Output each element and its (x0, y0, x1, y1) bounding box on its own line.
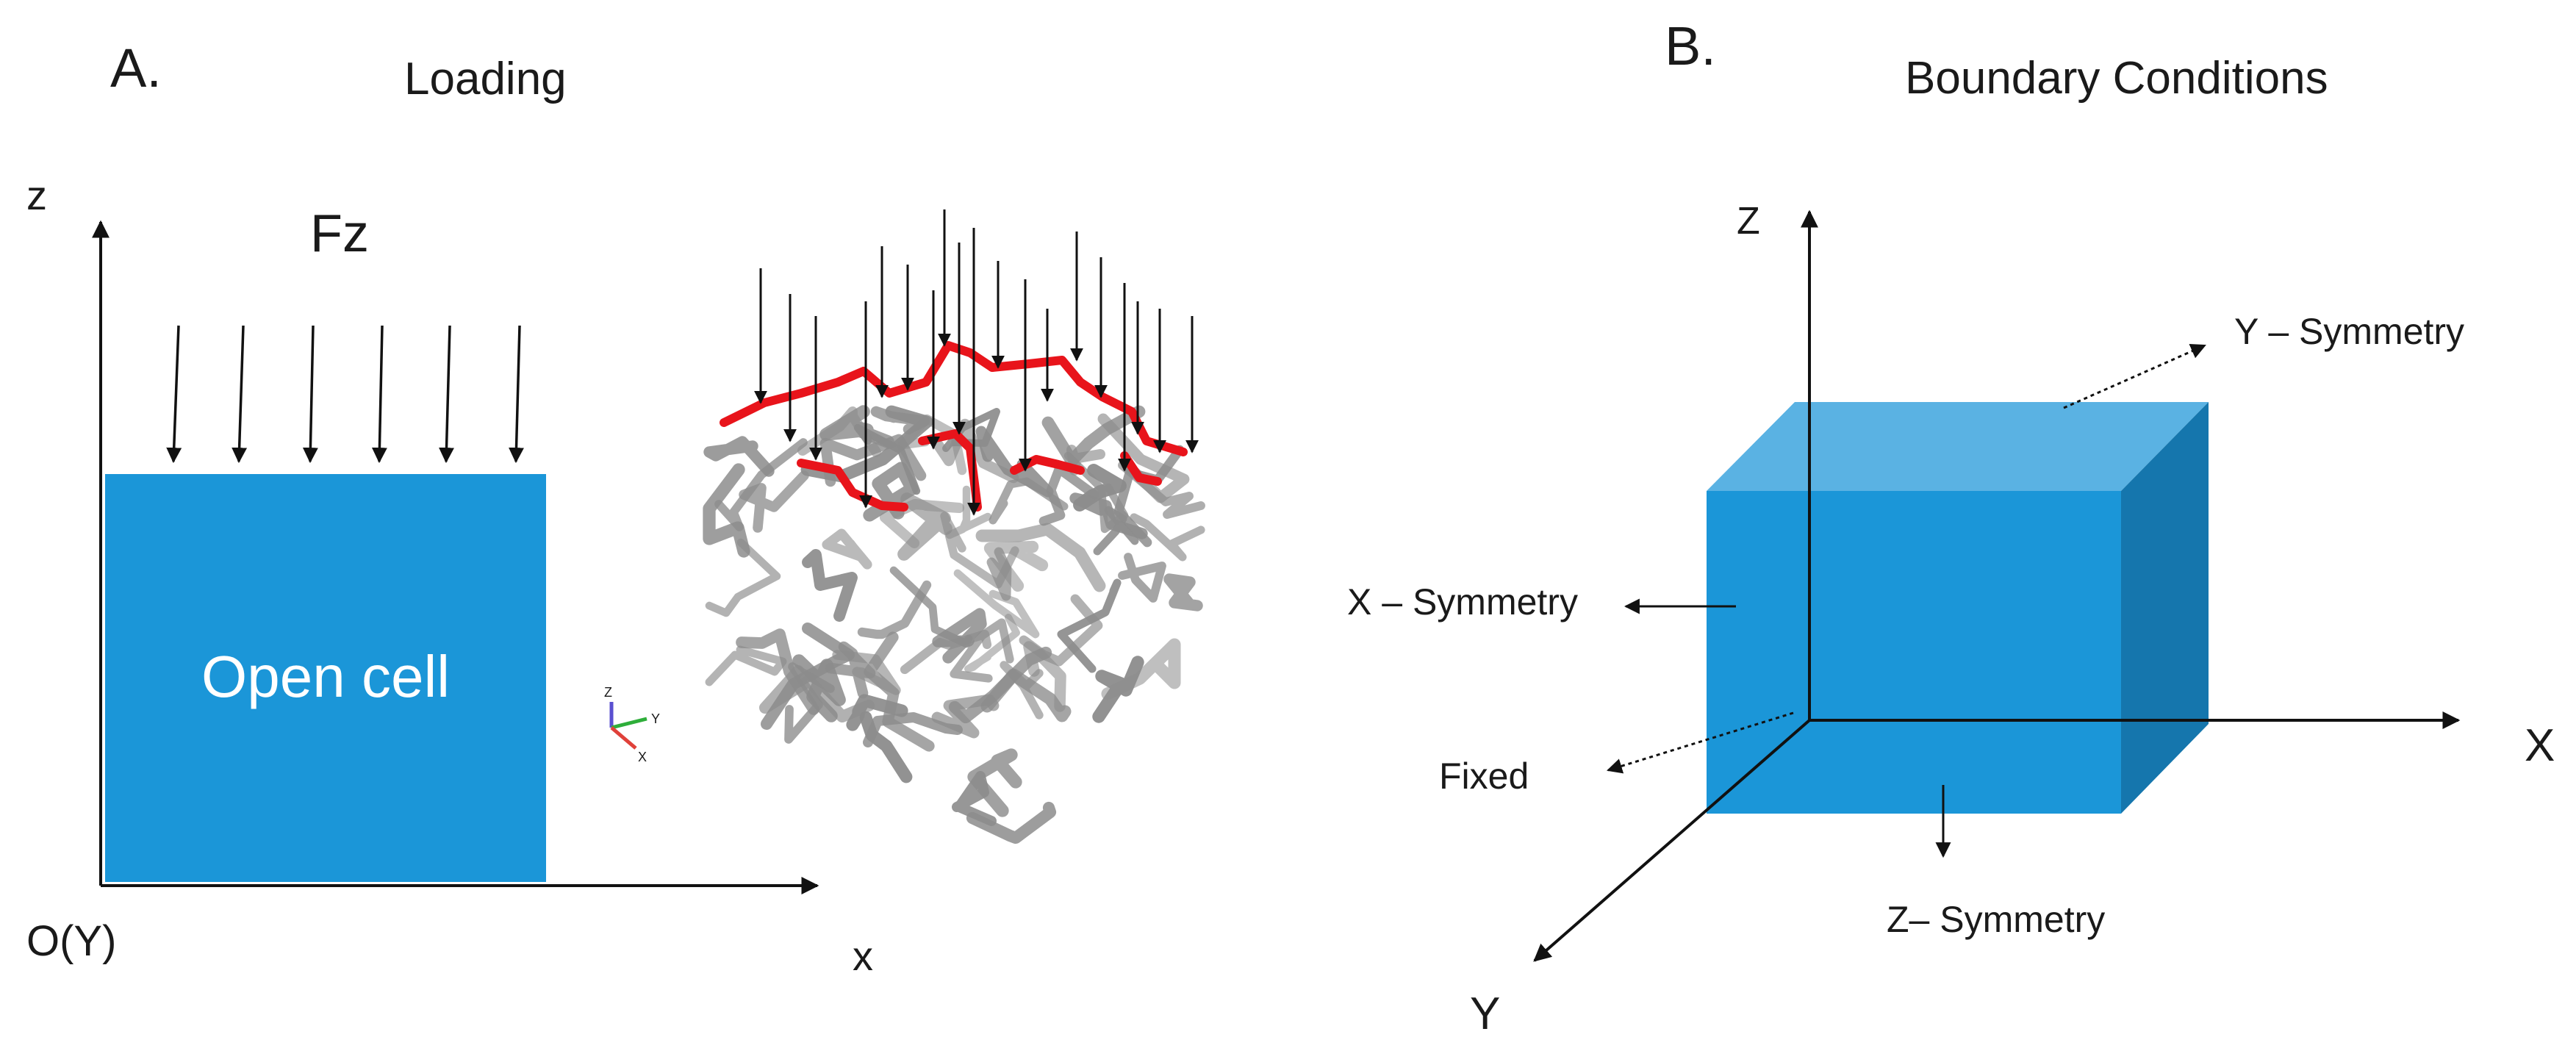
foam-strut (932, 608, 987, 664)
z-symmetry-label: Z– Symmetry (1887, 899, 2105, 940)
foam-strut (975, 523, 1106, 592)
foam-strut (822, 528, 872, 570)
foam-strut (1118, 461, 1205, 519)
foam-strut (953, 569, 1040, 639)
panel-a: A. Loading z x O(Y) Open cell Fz Z Y (26, 37, 1205, 979)
force-arrows (166, 325, 525, 464)
x-symmetry-label: X – Symmetry (1347, 581, 1578, 623)
b-y-axis-label: Y (1470, 989, 1500, 1039)
cube-side-face (2121, 402, 2209, 814)
triad-x-label: X (638, 750, 647, 764)
foam-strut (950, 618, 1014, 683)
open-cell-box (105, 474, 546, 882)
foam-strut (864, 631, 935, 752)
cube-top-face (1707, 402, 2209, 491)
panel-b-letter: B. (1665, 15, 1716, 76)
foam-strut (983, 540, 1049, 592)
fixed-pointer (1606, 711, 1794, 774)
foam-strut (863, 462, 919, 522)
foam-force-arrows (754, 209, 1199, 516)
foam-strut (1163, 573, 1203, 611)
loaded-strut (797, 459, 908, 512)
orientation-triad: Z Y X (604, 685, 660, 764)
y-symmetry-label: Y – Symmetry (2234, 311, 2464, 352)
foam-strut (1113, 445, 1185, 548)
foam-strut (1063, 451, 1129, 534)
triad-z-label: Z (604, 685, 612, 700)
y-symmetry-pointer (2063, 344, 2206, 409)
foam-strut (825, 641, 876, 699)
foam-strut (1041, 405, 1146, 467)
foam-strut (853, 423, 921, 495)
foam-strut (879, 498, 965, 549)
panel-a-letter: A. (110, 37, 162, 98)
force-arrow (232, 325, 248, 464)
foam-strut (966, 801, 1057, 844)
foam-strut (1000, 661, 1044, 720)
foam-strut (931, 694, 1000, 739)
x-axis-label: x (853, 933, 873, 979)
panel-a-title: Loading (404, 54, 567, 104)
open-cell-label: Open cell (201, 644, 450, 709)
force-arrow (371, 325, 387, 464)
foam-strut (859, 711, 913, 783)
foam-strut-network (703, 405, 1205, 844)
force-arrow (166, 325, 182, 464)
panel-b: B. Boundary Conditions Z X Y Y – Symmetr… (1347, 15, 2555, 1039)
foam-strut (802, 549, 858, 622)
foam-strut (705, 538, 781, 617)
force-label: Fz (310, 204, 369, 263)
foam-strut (1118, 553, 1166, 603)
b-y-axis (1533, 719, 1811, 962)
foam-strut (703, 436, 775, 477)
foam-strut (857, 580, 932, 639)
foam-strut (945, 485, 992, 539)
foam-strut (952, 771, 997, 826)
origin-label: O(Y) (26, 917, 116, 965)
foam-strut (1130, 513, 1205, 562)
foam-strut (739, 470, 809, 533)
force-arrow (439, 325, 455, 464)
foam-strut (1019, 594, 1103, 667)
foam-strut (964, 614, 1020, 672)
loaded-strut (988, 356, 1188, 456)
triad-y (611, 717, 647, 730)
panel-b-title: Boundary Conditions (1905, 53, 2328, 104)
fixed-label: Fixed (1439, 756, 1529, 797)
triad-x (610, 726, 637, 750)
foam-strut (1069, 492, 1148, 539)
force-arrow (302, 325, 318, 464)
b-x-axis-label: X (2525, 720, 2555, 771)
triad-y-label: Y (651, 711, 660, 726)
foam-strut (846, 694, 908, 731)
cube-front-face (1707, 491, 2121, 814)
foam-strut (714, 438, 808, 531)
foam-strut (1092, 656, 1144, 723)
force-arrow (509, 325, 525, 464)
foam-strut (819, 434, 927, 487)
foam-strut (703, 463, 750, 558)
foam-strut (761, 623, 855, 730)
foam-strut (705, 645, 787, 686)
b-z-axis-label: Z (1737, 200, 1760, 243)
z-axis-label: z (26, 172, 47, 218)
